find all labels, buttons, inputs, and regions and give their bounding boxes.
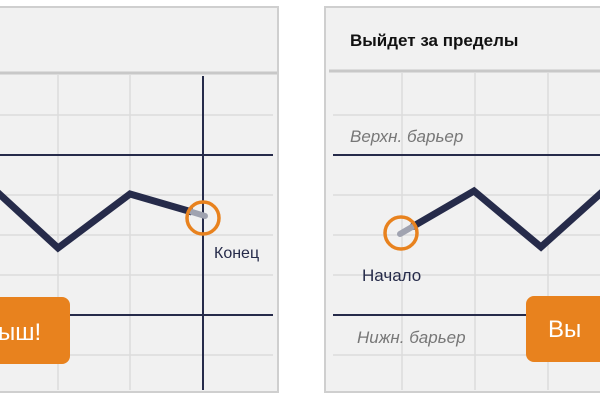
right-button[interactable]	[526, 296, 600, 362]
start-marker	[383, 215, 419, 251]
right-price-tail	[397, 224, 415, 237]
start-label: Начало	[362, 266, 421, 285]
end-marker	[185, 200, 221, 236]
lower-barrier-label: Нижн. барьер	[357, 328, 466, 347]
left-button-label: ыш!	[0, 319, 41, 346]
right-button-label: Вы	[548, 316, 581, 343]
left-panel: Конец ыш!	[0, 6, 279, 393]
panel-title: Выйдет за пределы	[350, 31, 518, 50]
left-button[interactable]	[0, 297, 70, 364]
end-label: Конец	[214, 245, 259, 262]
left-price-line	[0, 189, 193, 253]
right-price-line	[410, 186, 600, 252]
upper-barrier-label: Верхн. барьер	[350, 127, 463, 146]
right-panel: Выйдет за пределы Верхн. барьер Нижн. ба…	[324, 6, 600, 393]
left-price-tail	[189, 209, 208, 219]
